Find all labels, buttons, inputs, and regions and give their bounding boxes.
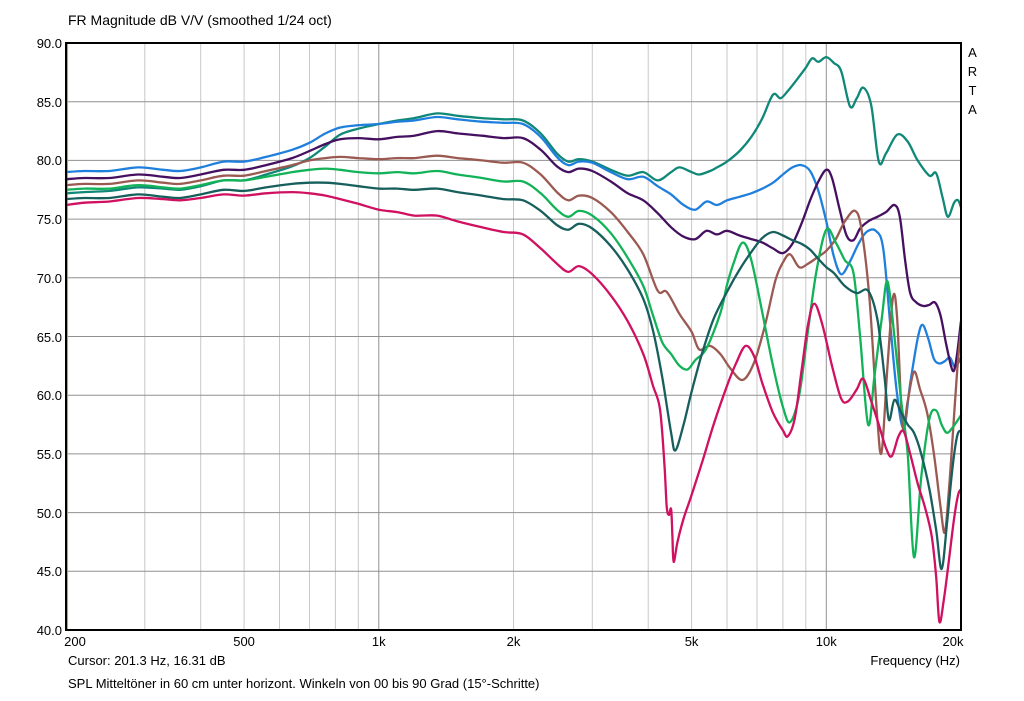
y-axis-tick-label: 75.0 [36, 212, 62, 228]
chart-title: FR Magnitude dB V/V (smoothed 1/24 oct) [68, 12, 332, 28]
plot-border [65, 42, 962, 631]
arta-watermark: ARTA [965, 45, 980, 121]
y-axis-tick-label: 55.0 [36, 446, 62, 462]
y-axis-tick-label: 60.0 [36, 388, 62, 404]
fr-curve-90-deg [64, 190, 963, 624]
y-axis-tick-label: 65.0 [36, 329, 62, 345]
y-axis-tick-label: 70.0 [36, 270, 62, 286]
y-axis-tick-label: 80.0 [36, 153, 62, 169]
fr-curve-15-deg [64, 115, 963, 430]
y-axis-tick-label: 40.0 [36, 623, 62, 638]
x-axis-tick-label: 2k [506, 634, 521, 649]
x-axis-tick-label: 10k [815, 634, 837, 649]
x-axis-labels: 200 500 1k 2k 5k 10k 20k [0, 634, 1024, 650]
fr-curve-75-deg [64, 181, 963, 571]
y-axis-tick-label: 90.0 [36, 36, 62, 51]
x-axis-tick-label: 1k [371, 634, 386, 649]
x-axis-tick-label: 20k [942, 634, 964, 649]
x-axis-tick-label: 5k [684, 634, 699, 649]
fr-curve-60-deg [64, 167, 963, 559]
x-axis-tick-label: 200 [64, 634, 86, 649]
x-axis-tick-label: 500 [233, 634, 255, 649]
y-axis-tick-label: 85.0 [36, 94, 62, 110]
measurement-description: SPL Mitteltöner in 60 cm unter horizont.… [68, 676, 540, 691]
y-axis-tick-label: 50.0 [36, 505, 62, 521]
frequency-axis-label: Frequency (Hz) [870, 653, 960, 668]
y-axis-tick-label: 45.0 [36, 564, 62, 580]
cursor-readout: Cursor: 201.3 Hz, 16.31 dB [68, 653, 226, 668]
y-axis-labels: 90.0 85.0 80.0 75.0 70.0 65.0 60.0 55.0 50.0 45.0… [0, 0, 62, 701]
fr-curve-0-deg [64, 55, 963, 218]
fr-curve-30-deg [64, 129, 963, 373]
